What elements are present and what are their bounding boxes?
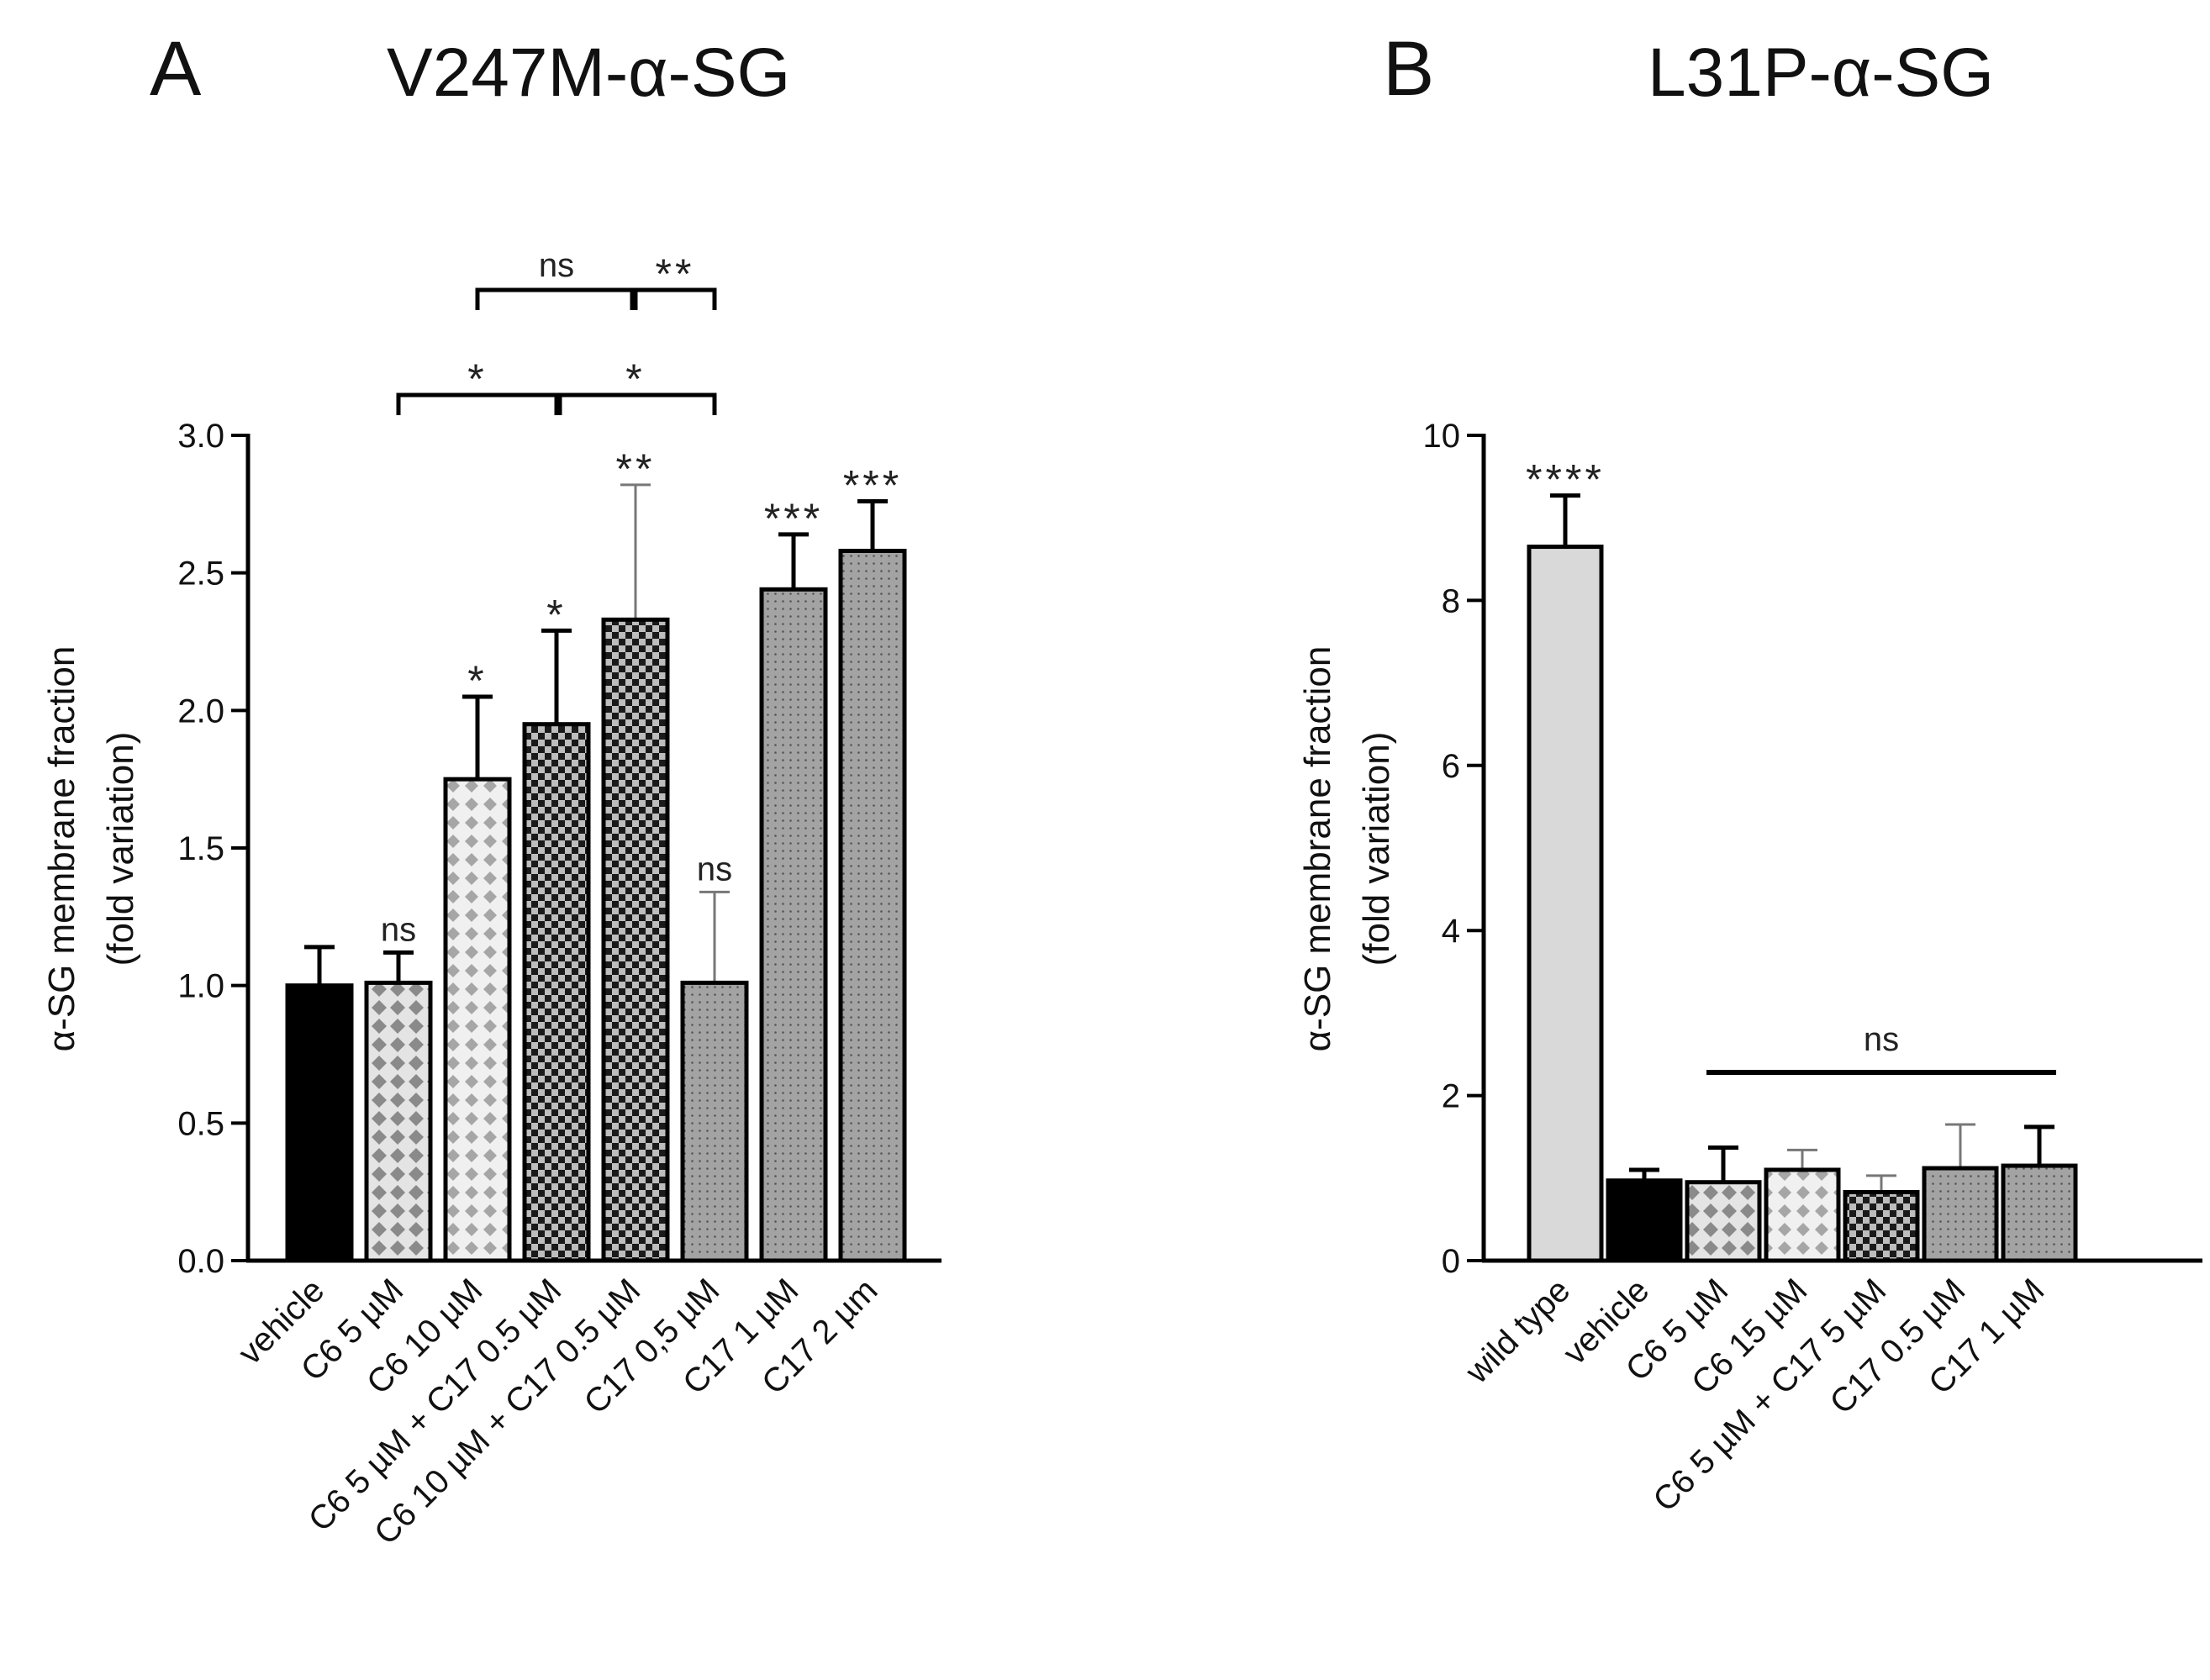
bar (285, 983, 354, 1263)
bar (2001, 1163, 2078, 1263)
comparison-bracket (557, 392, 717, 415)
comparison-bracket (396, 392, 559, 415)
bracket-label: ns (539, 247, 574, 284)
y-tick-label: 3.0 (177, 418, 224, 455)
bar (1606, 1178, 1683, 1263)
group-comparison-label: ns (1864, 1021, 1899, 1058)
y-axis-label-line2: (fold variation) (100, 732, 141, 966)
y-tick-label: 6 (1442, 748, 1460, 785)
bar (1527, 545, 1604, 1263)
significance-label: ns (697, 851, 732, 887)
bar (364, 980, 433, 1263)
bar (1843, 1189, 1920, 1263)
comparison-bracket (475, 287, 635, 310)
significance-label: ** (616, 445, 656, 492)
y-tick-label: 2.5 (177, 556, 224, 592)
y-axis-label-line2: (fold variation) (1356, 732, 1397, 966)
bar (1922, 1166, 1999, 1263)
y-tick-label: 2 (1442, 1078, 1460, 1115)
bar (1685, 1180, 1762, 1263)
y-tick-label: 2.0 (177, 693, 224, 729)
significance-label: * (546, 591, 566, 638)
significance-label: ns (381, 911, 416, 948)
y-tick-label: 0.0 (177, 1243, 224, 1280)
y-tick-label: 1.0 (177, 968, 224, 1005)
bar (443, 777, 512, 1263)
y-axis-label-line1: α-SG membrane fraction (1297, 646, 1338, 1052)
bar (601, 617, 670, 1263)
significance-label: *** (764, 495, 823, 542)
panel-b-letter: B (1383, 26, 1435, 112)
y-axis-label-line1: α-SG membrane fraction (41, 646, 82, 1052)
bar (838, 548, 907, 1263)
comparison-bracket (633, 287, 717, 310)
y-tick-label: 10 (1423, 418, 1461, 455)
significance-label: **** (1526, 456, 1605, 503)
bar (759, 587, 828, 1263)
y-tick-label: 0.5 (177, 1105, 224, 1142)
significance-label: * (467, 657, 487, 704)
y-tick-label: 0 (1442, 1243, 1460, 1280)
panel-a-title: V247M-α-SG (387, 34, 791, 111)
bar (522, 722, 591, 1263)
bracket-label: ** (656, 250, 695, 298)
bracket-label: * (625, 355, 645, 403)
y-tick-label: 4 (1442, 913, 1460, 950)
bar (1764, 1167, 1841, 1263)
bracket-label: * (467, 355, 487, 403)
significance-label: *** (843, 462, 902, 509)
panel-a-letter: A (150, 26, 202, 112)
bar (680, 980, 749, 1263)
panel-b-title: L31P-α-SG (1648, 34, 1995, 111)
x-category-label: wild type (1458, 1272, 1578, 1391)
y-tick-label: 1.5 (177, 830, 224, 867)
y-tick-label: 8 (1442, 582, 1460, 619)
